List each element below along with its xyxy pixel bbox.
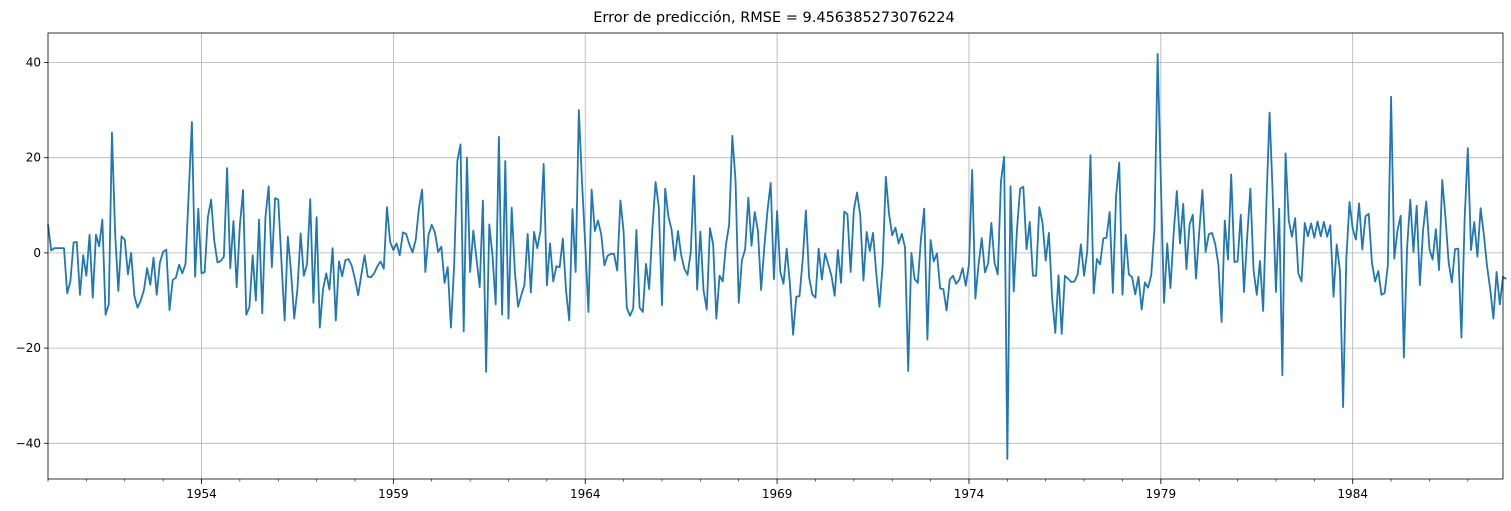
x-tick-label: 1959 [378, 487, 409, 501]
y-tick-label: 0 [33, 246, 41, 260]
axes: 1954 1959 1964 1969 1974 1979 1984 40 20 0 −20 −40 [16, 32, 1504, 501]
y-tick-label: −20 [16, 341, 41, 355]
y-tick-label: −40 [16, 436, 41, 450]
x-tick-label: 1964 [570, 487, 601, 501]
y-tick-label: 20 [26, 151, 41, 165]
x-tick-label: 1974 [954, 487, 985, 501]
x-tick-label: 1984 [1337, 487, 1368, 501]
series-line [47, 53, 1507, 460]
plot-frame [47, 32, 1504, 480]
x-tick-label: 1954 [186, 487, 217, 501]
x-tick-label: 1979 [1146, 487, 1177, 501]
x-tick-label: 1969 [762, 487, 793, 501]
series-layer [47, 53, 1507, 460]
y-tick-label: 40 [26, 56, 41, 70]
chart-title: Error de predicción, RMSE = 9.4563852730… [593, 10, 954, 26]
